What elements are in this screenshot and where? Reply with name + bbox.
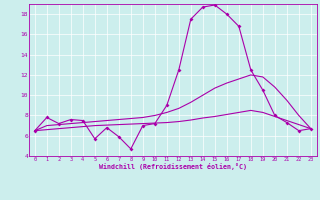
X-axis label: Windchill (Refroidissement éolien,°C): Windchill (Refroidissement éolien,°C) xyxy=(99,163,247,170)
